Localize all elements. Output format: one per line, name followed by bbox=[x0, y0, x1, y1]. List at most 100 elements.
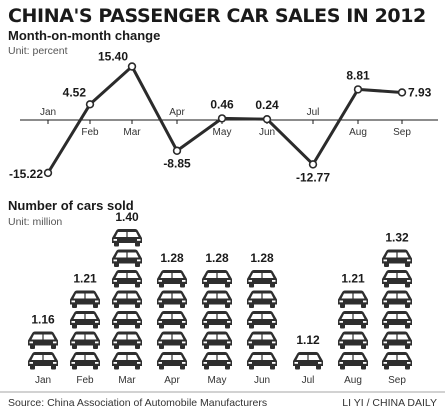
line-value-label: 4.52 bbox=[63, 85, 87, 99]
credit-note: LI YI / CHINA DAILY bbox=[342, 397, 437, 409]
car-icon bbox=[112, 331, 142, 349]
line-value-label: 7.93 bbox=[408, 85, 432, 99]
car-bar bbox=[382, 249, 412, 370]
line-chart-unit: Unit: percent bbox=[8, 45, 68, 57]
line-chart-title: Month-on-month change bbox=[8, 28, 160, 43]
car-icon bbox=[202, 331, 232, 349]
data-point bbox=[85, 100, 95, 109]
car-icon bbox=[382, 290, 412, 308]
line-x-tick-label: Jun bbox=[259, 127, 275, 138]
bar-x-tick-label: May bbox=[208, 375, 227, 386]
car-bar bbox=[293, 352, 323, 370]
car-bar bbox=[28, 331, 58, 370]
car-icon bbox=[247, 270, 277, 288]
bar-x-tick-label: Jun bbox=[254, 375, 270, 386]
bar-value-label: 1.21 bbox=[341, 272, 365, 286]
line-chart: Jan Feb Mar Apr May Jun Jul Aug Sep -15.22 4.52 15.… bbox=[9, 50, 438, 184]
line-value-label: 0.46 bbox=[210, 97, 234, 111]
data-point bbox=[127, 62, 137, 71]
data-point bbox=[217, 114, 227, 123]
data-point bbox=[308, 160, 318, 169]
line-x-tick-label: Apr bbox=[169, 107, 185, 118]
car-icon bbox=[112, 270, 142, 288]
car-bar bbox=[338, 290, 368, 370]
car-icon bbox=[382, 311, 412, 329]
car-icon bbox=[338, 290, 368, 308]
bar-value-label: 1.21 bbox=[73, 272, 97, 286]
bar-x-tick-label: Jan bbox=[35, 375, 51, 386]
bar-value-label: 1.16 bbox=[31, 313, 55, 327]
car-icon bbox=[338, 352, 368, 370]
data-point bbox=[397, 88, 407, 97]
car-icon bbox=[247, 311, 277, 329]
line-value-label: 8.81 bbox=[346, 68, 370, 82]
line-x-tick-label: May bbox=[213, 127, 232, 138]
line-value-label: -15.22 bbox=[9, 167, 43, 181]
bar-x-tick-label: Aug bbox=[344, 375, 362, 386]
bar-x-tick-label: Sep bbox=[388, 375, 406, 386]
car-icon bbox=[28, 352, 58, 370]
data-point bbox=[262, 114, 272, 124]
bar-value-label: 1.12 bbox=[296, 333, 320, 347]
bar-value-label: 1.28 bbox=[205, 251, 229, 265]
car-bar bbox=[112, 229, 142, 370]
car-icon bbox=[157, 331, 187, 349]
car-bar-chart: 1.16 Jan 1.21 Feb 1.40 Mar 1.28 Apr 1.28 May 1.28 J… bbox=[28, 210, 412, 386]
car-icon bbox=[247, 331, 277, 349]
car-icon bbox=[112, 290, 142, 308]
car-icon bbox=[338, 331, 368, 349]
car-icon bbox=[293, 352, 323, 370]
car-icon bbox=[70, 311, 100, 329]
bar-value-label: 1.28 bbox=[250, 251, 274, 265]
car-icon bbox=[157, 290, 187, 308]
car-icon bbox=[157, 352, 187, 370]
car-icon bbox=[70, 331, 100, 349]
car-icon bbox=[112, 229, 142, 247]
car-bar bbox=[247, 270, 277, 370]
line-x-tick-label: Aug bbox=[349, 127, 367, 138]
car-icon bbox=[112, 249, 142, 267]
line-value-label: 15.40 bbox=[98, 50, 128, 64]
main-title: CHINA'S PASSENGER CAR SALES IN 2012 bbox=[8, 5, 426, 27]
car-icon bbox=[157, 311, 187, 329]
car-bar bbox=[70, 290, 100, 370]
bar-x-tick-label: Feb bbox=[76, 375, 94, 386]
car-icon bbox=[202, 270, 232, 288]
bar-value-label: 1.32 bbox=[385, 231, 409, 245]
car-icon bbox=[382, 270, 412, 288]
car-icon bbox=[382, 249, 412, 267]
car-icon bbox=[202, 352, 232, 370]
line-x-tick-label: Feb bbox=[81, 127, 99, 138]
car-icon bbox=[338, 311, 368, 329]
bar-x-tick-label: Apr bbox=[164, 375, 180, 386]
bar-x-tick-label: Mar bbox=[118, 375, 136, 386]
car-icon bbox=[382, 352, 412, 370]
car-bar bbox=[157, 270, 187, 370]
source-note: Source: China Association of Automobile … bbox=[8, 397, 267, 409]
bar-chart-title: Number of cars sold bbox=[8, 198, 134, 213]
data-point bbox=[353, 85, 363, 94]
car-icon bbox=[70, 290, 100, 308]
car-icon bbox=[28, 331, 58, 349]
line-value-label: -8.85 bbox=[163, 157, 191, 171]
data-point bbox=[43, 168, 53, 178]
car-icon bbox=[112, 311, 142, 329]
car-icon bbox=[70, 352, 100, 370]
line-x-tick-label: Jul bbox=[307, 107, 320, 118]
bar-value-label: 1.28 bbox=[160, 251, 184, 265]
line-x-tick-label: Sep bbox=[393, 127, 411, 138]
line-x-tick-label: Mar bbox=[123, 127, 141, 138]
line-x-tick-label: Jan bbox=[40, 107, 56, 118]
car-icon bbox=[112, 352, 142, 370]
line-value-label: -12.77 bbox=[296, 170, 330, 184]
bar-x-tick-label: Jul bbox=[302, 375, 315, 386]
car-icon bbox=[247, 290, 277, 308]
car-icon bbox=[247, 352, 277, 370]
car-icon bbox=[202, 290, 232, 308]
car-bar bbox=[202, 270, 232, 370]
car-icon bbox=[157, 270, 187, 288]
bar-value-label: 1.40 bbox=[115, 210, 139, 224]
bar-chart-unit: Unit: million bbox=[8, 216, 62, 228]
